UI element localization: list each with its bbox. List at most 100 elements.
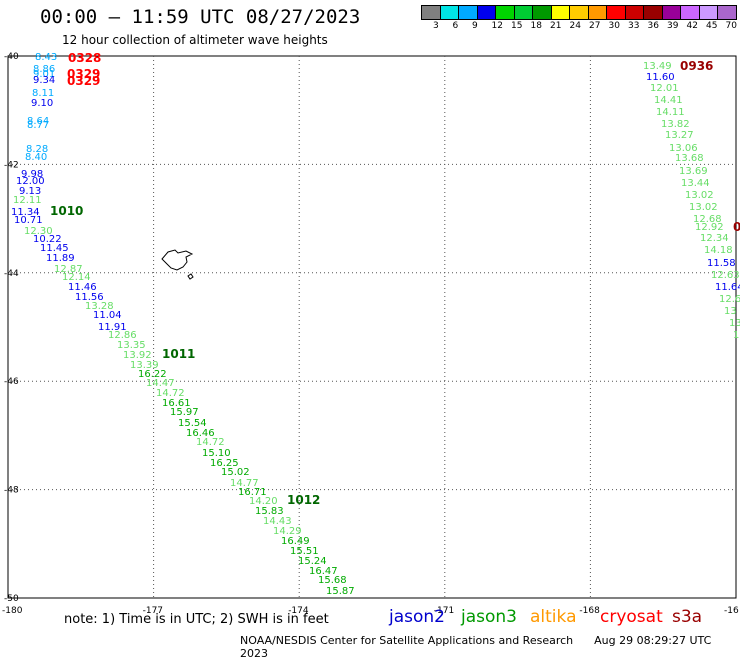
color-scale-label: 21 [550, 21, 562, 31]
track-value-label: 16.71 [238, 487, 267, 498]
color-scale-label: 45 [706, 21, 718, 31]
lon-tick-label: -177 [143, 606, 163, 616]
track-value-label: 16.46 [186, 428, 215, 439]
color-scale-label: 30 [608, 21, 620, 31]
track-value-label: 16.61 [162, 398, 191, 409]
legend-s3a: s3a [672, 607, 703, 627]
track-time-label: 0936 [680, 59, 713, 73]
track-value-label: 12.92 [695, 222, 724, 233]
lon-tick-label: -171 [434, 606, 454, 616]
track-value-label: 8.11 [32, 88, 54, 99]
lat-tick-label: -48 [4, 486, 19, 496]
track-value-label: 11.46 [68, 282, 97, 293]
track-value-label: 15.87 [326, 586, 355, 597]
track-value-label: 10.71 [14, 215, 43, 226]
lon-tick-label: -174 [288, 606, 309, 616]
track-value-label: 15.83 [255, 506, 284, 517]
color-scale-label: 12 [491, 21, 503, 31]
island-outline [161, 249, 194, 271]
track-value-label: 11.34 [11, 207, 40, 218]
footer-note: note: 1) Time is in UTC; 2) SWH is in fe… [64, 612, 329, 627]
lon-tick-label: -180 [2, 606, 23, 616]
page-title: 00:00 — 11:59 UTC 08/27/2023 [40, 6, 361, 28]
color-scale-label: 36 [647, 21, 659, 31]
track-value-label: 12.63 [711, 270, 740, 281]
track-time-label: 0329 [67, 74, 100, 88]
track-value-label: 15.10 [202, 448, 231, 459]
track-time-label: 0328 [68, 51, 101, 65]
color-scale-label: 33 [628, 21, 640, 31]
color-scale-label: 9 [472, 21, 478, 31]
track-value-label: 8.43 [35, 52, 57, 63]
track-value-label: 14.43 [263, 516, 292, 527]
track-value-label: 14.47 [146, 378, 175, 389]
color-scale-label: 3 [433, 21, 439, 31]
lat-tick-label: -42 [4, 160, 19, 170]
track-value-label: 8.77 [27, 120, 49, 131]
track-value-label: 14.20 [249, 496, 278, 507]
track-value-label: 13.44 [681, 178, 710, 189]
track-value-label: 13.49 [643, 61, 672, 72]
legend-cryosat: cryosat [600, 607, 663, 627]
track-value-label: 13.68 [675, 153, 704, 164]
page-subtitle: 12 hour collection of altimeter wave hei… [62, 33, 328, 47]
track-value-label: 11.91 [98, 322, 127, 333]
track-value-label: 14.72 [196, 437, 225, 448]
track-value-label: 13 [724, 306, 737, 317]
island-outline-small [187, 273, 194, 280]
track-value-label: 15.97 [170, 407, 199, 418]
track-value-label: 14.18 [704, 245, 733, 256]
track-value-label: 12.68 [693, 214, 722, 225]
track-value-label: 9.13 [19, 186, 41, 197]
track-value-label: 13.28 [85, 301, 114, 312]
track-value-label: 8.64 [27, 116, 49, 127]
track-value-label: 13.82 [661, 119, 690, 130]
track-value-label: 15.51 [290, 546, 319, 557]
lon-tick-label: -16 [724, 606, 739, 616]
track-value-label: 1 [733, 330, 739, 341]
track-value-label: 13.02 [685, 190, 714, 201]
color-scale-label: 18 [530, 21, 542, 31]
track-value-label: 12.01 [650, 83, 679, 94]
track-value-label: 13.06 [669, 143, 698, 154]
track-value-label: 15.68 [318, 575, 347, 586]
track-value-label: 9.01 [33, 69, 55, 80]
legend-jason3: jason3 [461, 607, 517, 627]
track-time-label: 0 [733, 220, 740, 234]
track-value-label: 13.35 [117, 340, 146, 351]
track-value-label: 9.34 [33, 75, 55, 86]
legend-altika: altika [530, 607, 577, 627]
map-frame [7, 55, 737, 599]
color-scale-label: 70 [725, 21, 737, 31]
track-value-label: 12.00 [16, 176, 45, 187]
track-value-label: 9.10 [31, 98, 53, 109]
lon-tick-label: -168 [579, 606, 600, 616]
track-value-label: 10.22 [33, 234, 62, 245]
track-value-label: 12.14 [62, 272, 91, 283]
color-scale-label: 27 [589, 21, 601, 31]
track-value-label: 12.30 [24, 226, 53, 237]
track-value-label: 14.29 [273, 526, 302, 537]
color-scale-label: 6 [452, 21, 459, 31]
track-time-label: 0329 [67, 67, 100, 81]
track-value-label: 12.11 [13, 195, 42, 206]
track-value-label: 12.87 [54, 264, 83, 275]
track-value-label: 11.58 [707, 258, 736, 269]
track-value-label: 14.77 [230, 478, 259, 489]
color-scale-label: 42 [686, 21, 698, 31]
color-swatch [717, 5, 737, 20]
track-value-label: 16.22 [138, 369, 167, 380]
track-value-label: 11.04 [93, 310, 122, 321]
track-value-label: 15.24 [298, 556, 327, 567]
track-value-label: 11.56 [75, 292, 104, 303]
track-value-label: 12.34 [700, 233, 729, 244]
track-value-label: 14.41 [654, 95, 683, 106]
track-value-label: 13 [729, 318, 740, 329]
track-value-label: 14.11 [656, 107, 685, 118]
track-value-label: 8.86 [33, 64, 55, 75]
track-value-label: 16.47 [309, 566, 338, 577]
legend-jason2: jason2 [389, 607, 445, 627]
lat-tick-label: -44 [4, 269, 19, 279]
track-value-label: 16.49 [281, 536, 310, 547]
